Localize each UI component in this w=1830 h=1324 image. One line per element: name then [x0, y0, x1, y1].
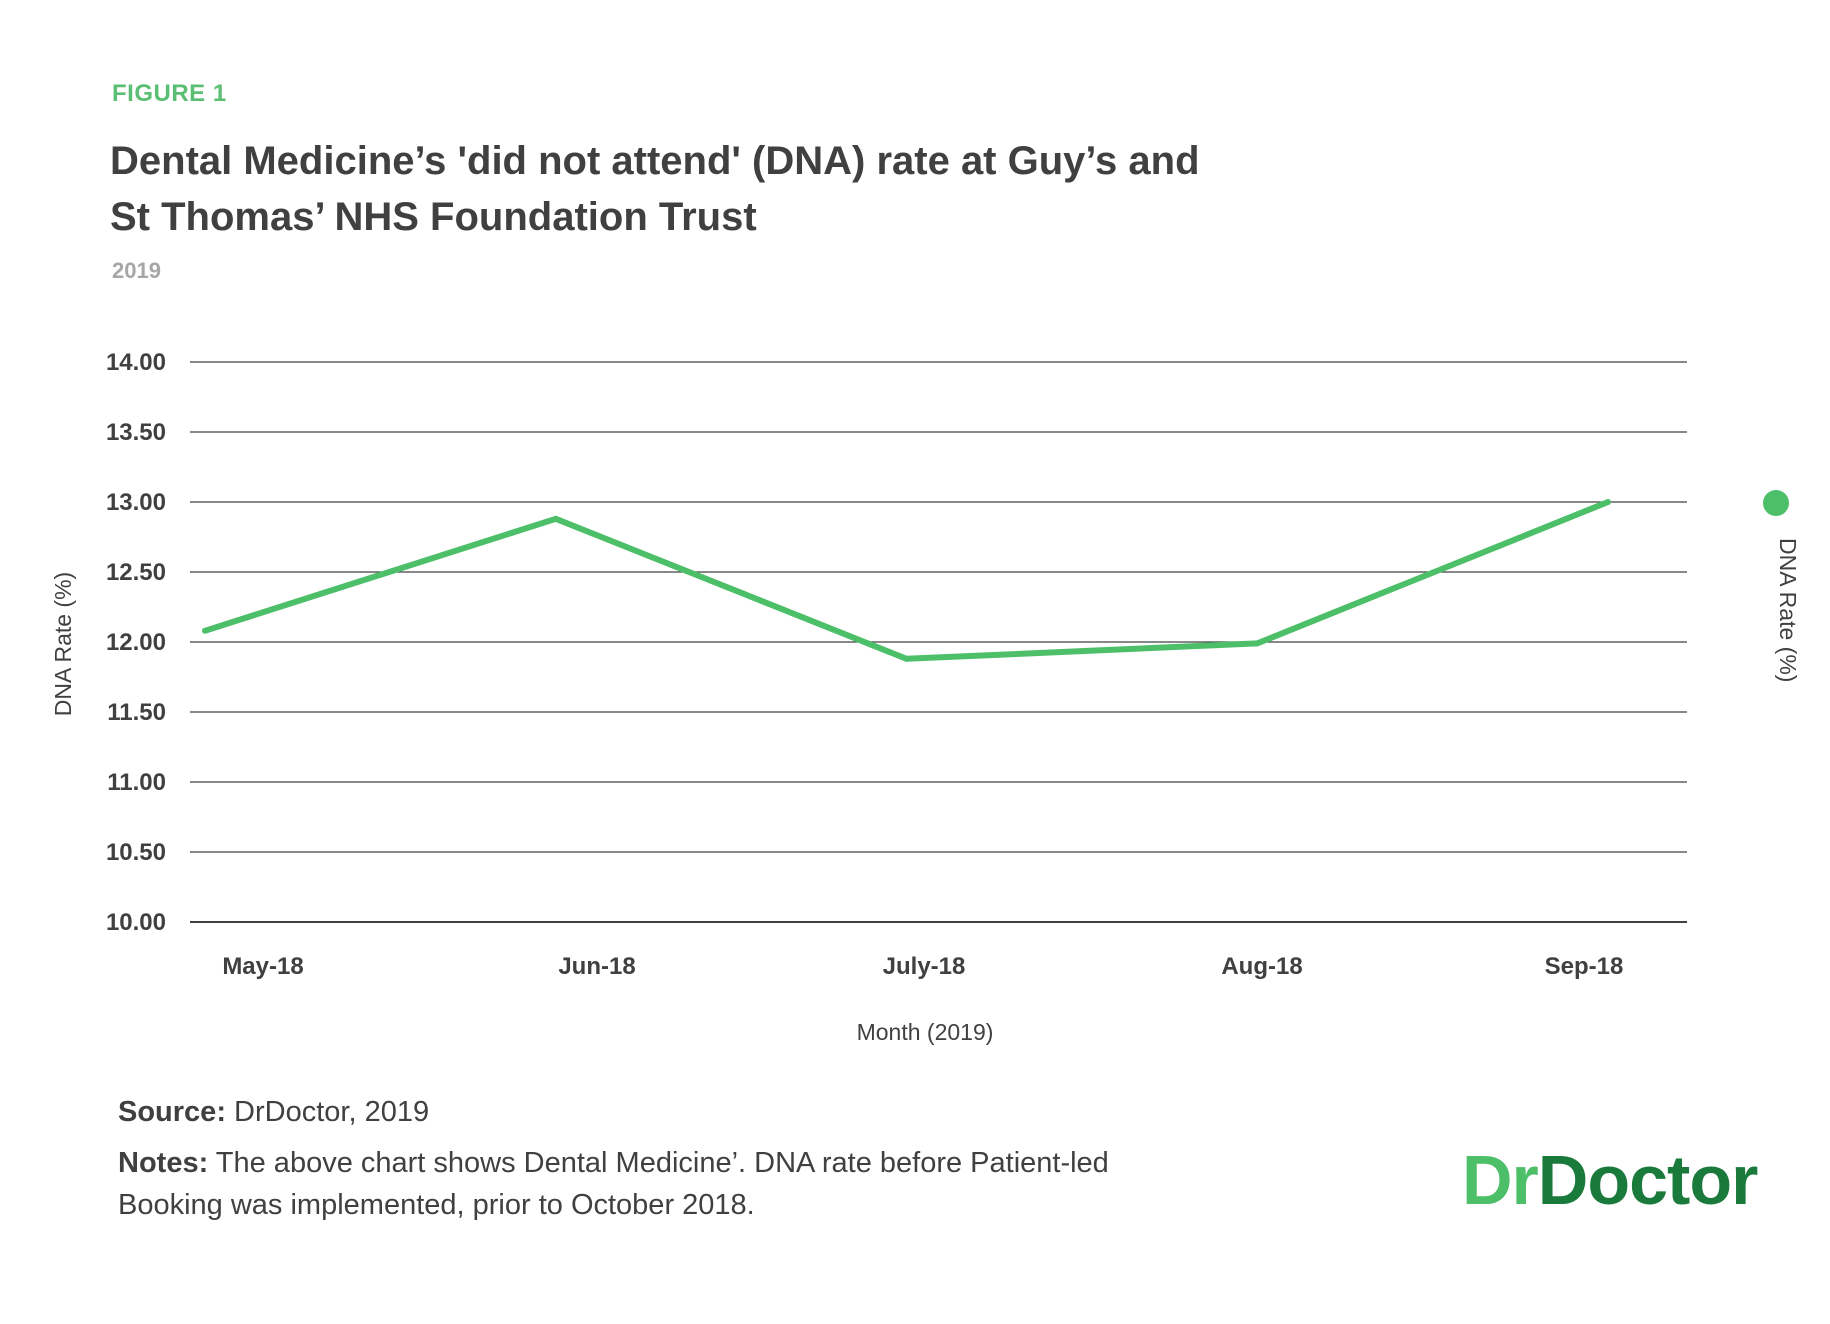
chart-subtitle: 2019: [112, 258, 161, 283]
y-tick-label: 12.00: [106, 629, 166, 656]
y-tick-labels: 10.00 10.50 11.00 11.50 12.00 12.50 13.00 13.50…: [106, 349, 166, 936]
source-note: Source: DrDoctor, 2019: [118, 1096, 429, 1129]
x-axis-title: Month (2019): [857, 1019, 994, 1045]
x-tick-label: Aug-18: [1221, 953, 1302, 980]
y-tick-label: 13.50: [106, 419, 166, 446]
figure-label: FIGURE 1: [112, 80, 227, 107]
y-tick-label: 12.50: [106, 559, 166, 586]
y-tick-label: 10.50: [106, 839, 166, 866]
y-tick-label: 11.00: [107, 769, 166, 796]
logo-dr: Dr: [1462, 1141, 1539, 1219]
logo-doctor: Doctor: [1537, 1141, 1759, 1219]
series-layer: [202, 499, 1611, 662]
data-point: [1605, 499, 1611, 505]
data-point: [1254, 640, 1261, 647]
data-point: [903, 655, 910, 662]
y-tick-label: 14.00: [106, 349, 166, 376]
x-tick-labels: May-18 Jun-18 July-18 Aug-18 Sep-18: [222, 953, 1623, 980]
legend-marker: [1763, 490, 1789, 516]
drdoctor-logo: DrDoctor: [1462, 1140, 1759, 1220]
notes: Notes: The above chart shows Dental Medi…: [118, 1142, 1168, 1226]
chart-title: Dental Medicine’s 'did not attend' (DNA)…: [110, 139, 1200, 239]
notes-text: The above chart shows Dental Medicine’. …: [118, 1147, 1109, 1221]
y-axis-title: DNA Rate (%): [50, 572, 76, 716]
x-tick-label: Jun-18: [558, 953, 635, 980]
source-label: Source:: [118, 1096, 226, 1128]
y-tick-label: 11.50: [107, 699, 166, 726]
y-tick-label: 13.00: [106, 489, 166, 516]
grid-lines: [190, 361, 1687, 923]
notes-label: Notes:: [118, 1147, 209, 1179]
y-tick-label: 10.00: [106, 909, 166, 936]
x-tick-label: Sep-18: [1545, 953, 1624, 980]
legend: DNA Rate (%): [1763, 490, 1801, 682]
data-point: [552, 515, 559, 522]
legend-label: DNA Rate (%): [1775, 538, 1801, 682]
x-tick-label: May-18: [222, 953, 303, 980]
data-point: [202, 627, 208, 634]
x-tick-label: July-18: [883, 953, 966, 980]
source-text: DrDoctor, 2019: [234, 1096, 430, 1128]
series-line: [204, 499, 1610, 662]
